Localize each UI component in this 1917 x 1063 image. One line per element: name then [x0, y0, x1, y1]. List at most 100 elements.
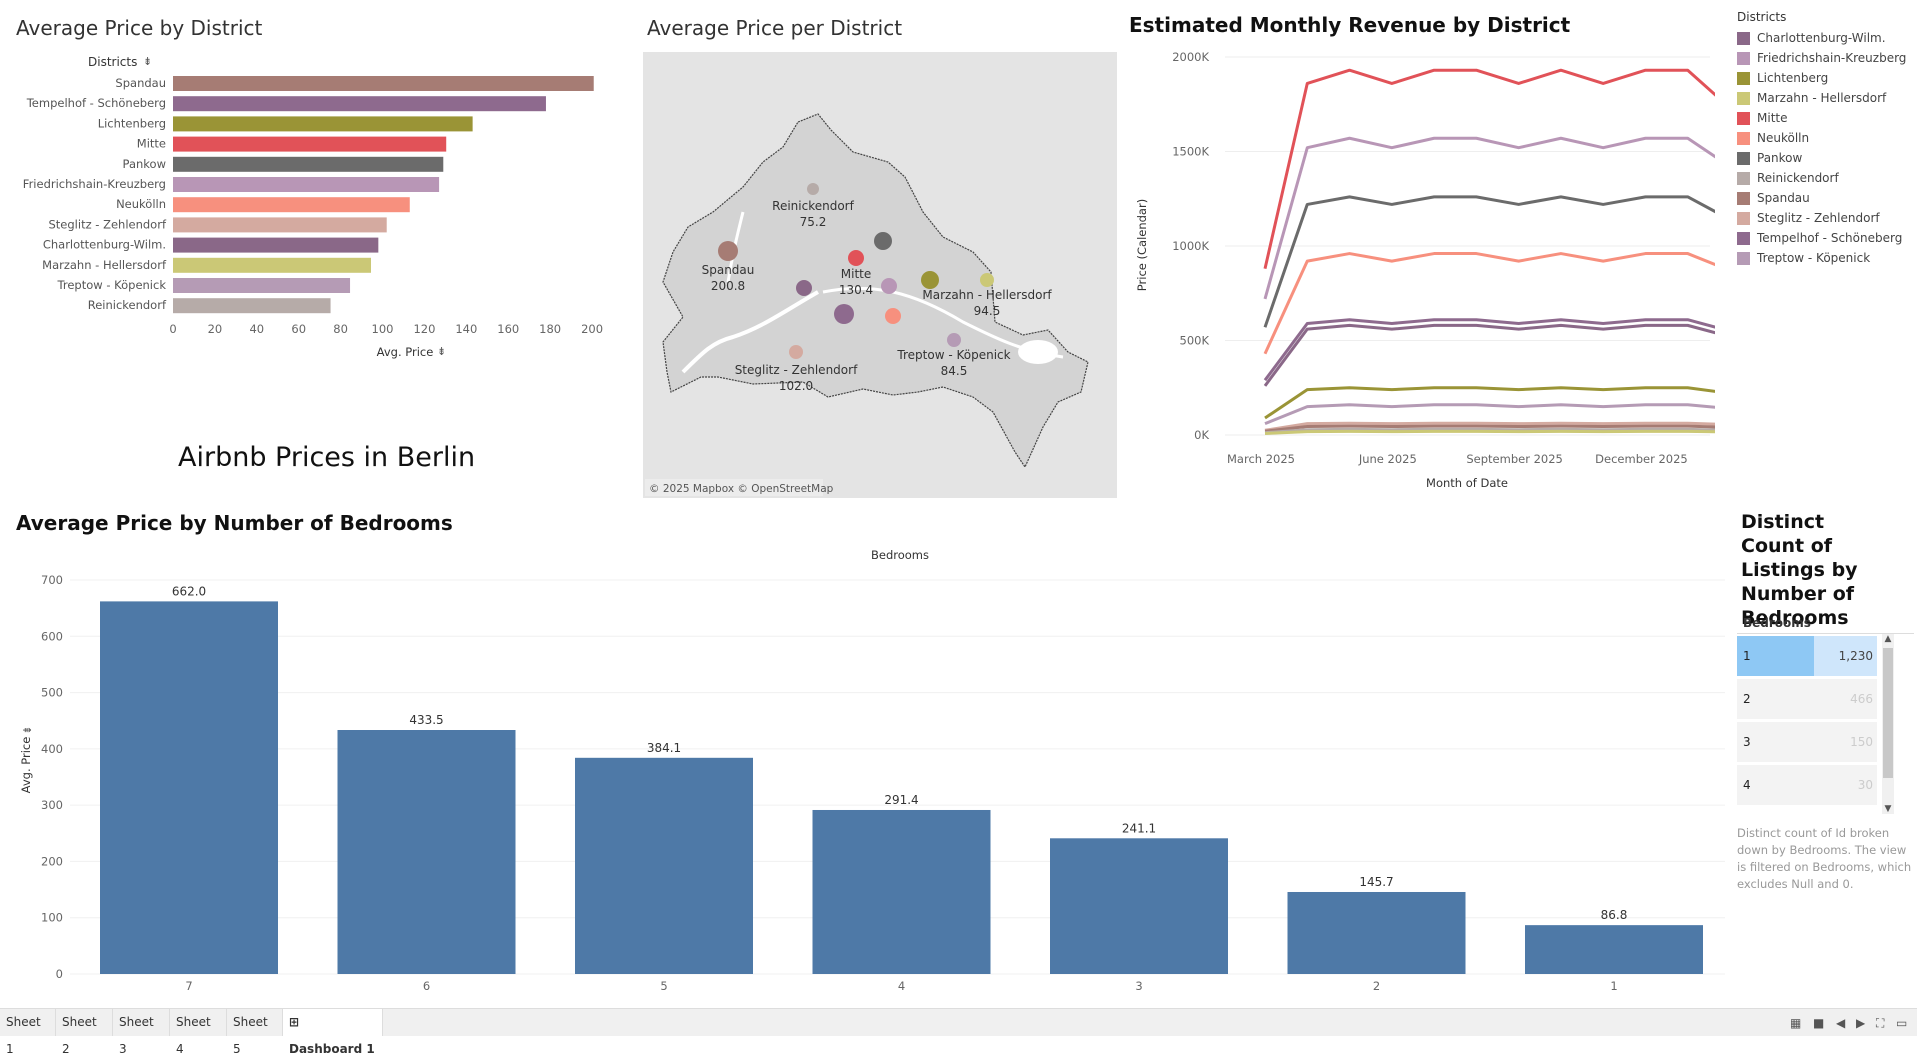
legend-label: Tempelhof - Schöneberg — [1757, 231, 1903, 245]
legend-item[interactable]: Tempelhof - Schöneberg — [1737, 228, 1915, 248]
legend-item[interactable]: Treptow - Köpenick — [1737, 248, 1915, 268]
district-marker[interactable] — [874, 232, 892, 250]
district-axis-header: Districts — [88, 55, 137, 69]
legend-label: Neukölln — [1757, 131, 1810, 145]
district-bar[interactable] — [173, 156, 444, 172]
district-marker[interactable] — [789, 345, 803, 359]
scroll-thumb[interactable] — [1883, 648, 1893, 778]
bedroom-bar[interactable] — [1050, 838, 1228, 974]
bedroom-bar[interactable] — [812, 809, 991, 974]
scroll-up-icon[interactable]: ▲ — [1884, 634, 1892, 644]
revenue-y-tick: 1000K — [1172, 239, 1209, 253]
district-label: Pankow — [123, 157, 166, 171]
legend-item[interactable]: Reinickendorf — [1737, 168, 1915, 188]
sheet-tab[interactable]: Sheet 3 — [113, 1009, 170, 1056]
bedroom-bar[interactable] — [575, 757, 753, 974]
legend-item[interactable]: Lichtenberg — [1737, 68, 1915, 88]
legend-item[interactable]: Charlottenburg-Wilm. — [1737, 28, 1915, 48]
scroll-down-icon[interactable]: ▼ — [1884, 804, 1892, 814]
sheet-tab[interactable]: Sheet 2 — [56, 1009, 113, 1056]
revenue-series-line[interactable] — [1263, 252, 1715, 355]
revenue-y-tick: 1500K — [1172, 145, 1209, 159]
district-bar[interactable] — [173, 237, 379, 253]
revenue-series-line[interactable] — [1264, 427, 1715, 435]
legend-item[interactable]: Mitte — [1737, 108, 1915, 128]
district-bar[interactable] — [173, 278, 351, 293]
legend-item[interactable]: Neukölln — [1737, 128, 1915, 148]
present-icon[interactable]: ▭ — [1896, 1016, 1908, 1030]
next-sheet-icon[interactable]: ▶ — [1856, 1016, 1866, 1030]
legend-item[interactable]: Spandau — [1737, 188, 1915, 208]
bedroom-bar[interactable] — [1287, 891, 1466, 974]
district-chart-title: Average Price by District — [16, 16, 263, 40]
district-marker[interactable] — [718, 241, 738, 261]
revenue-series-line[interactable] — [1263, 323, 1715, 387]
sheet-tab[interactable]: ⊞ Dashboard 1 — [283, 1009, 383, 1056]
district-marker[interactable] — [848, 250, 864, 266]
count-row-bar — [1737, 636, 1814, 676]
prev-sheet-icon[interactable]: ◀ — [1836, 1016, 1846, 1030]
district-marker[interactable] — [921, 271, 939, 289]
sheet-tab[interactable]: Sheet 4 — [170, 1009, 227, 1056]
district-marker[interactable] — [885, 308, 901, 324]
grid-view-icon[interactable]: ▦ — [1790, 1016, 1802, 1030]
count-table-row[interactable]: 1 1,230 — [1737, 636, 1877, 679]
district-bar[interactable] — [173, 257, 371, 273]
bedroom-bar[interactable] — [1525, 925, 1703, 974]
district-bar[interactable] — [173, 136, 447, 152]
district-map[interactable]: Reinickendorf 75.2 Spandau 200.8 Mitte 130.4 M… — [643, 52, 1117, 498]
district-bar[interactable] — [173, 298, 331, 314]
legend-item[interactable]: Steglitz - Zehlendorf — [1737, 208, 1915, 228]
legend-label: Steglitz - Zehlendorf — [1757, 211, 1880, 225]
district-bar[interactable] — [173, 217, 387, 233]
count-table-row[interactable]: 2 466 — [1737, 679, 1877, 722]
revenue-y-axis-label: Price (Calendar) — [1135, 199, 1149, 291]
district-bar[interactable] — [173, 116, 473, 132]
count-row-label: 1 — [1743, 649, 1751, 663]
district-bar[interactable] — [173, 96, 546, 112]
bedroom-bar-value: 145.7 — [1359, 875, 1393, 889]
legend-swatch — [1737, 71, 1750, 85]
sheet-tab[interactable]: Sheet 5 — [227, 1009, 283, 1056]
single-view-icon[interactable]: ■ — [1813, 1016, 1825, 1030]
revenue-series-line[interactable] — [1264, 421, 1715, 432]
revenue-series-line[interactable] — [1263, 136, 1715, 300]
district-x-tick: 40 — [249, 322, 264, 336]
revenue-series-line[interactable] — [1263, 318, 1715, 382]
sort-icon[interactable]: ⇟ — [143, 55, 152, 68]
district-marker[interactable] — [834, 304, 854, 324]
revenue-series-line[interactable] — [1264, 424, 1715, 433]
legend-item[interactable]: Marzahn - Hellersdorf — [1737, 88, 1915, 108]
legend-label: Lichtenberg — [1757, 71, 1829, 85]
sort-icon[interactable]: ⇟ — [437, 345, 446, 358]
sheet-tab-label: Sheet 1 — [6, 1015, 41, 1056]
legend-item[interactable]: Friedrichshain-Kreuzberg — [1737, 48, 1915, 68]
district-bar[interactable] — [173, 76, 594, 91]
district-marker[interactable] — [807, 183, 819, 195]
district-marker[interactable] — [980, 273, 994, 287]
map-attribution[interactable]: © 2025 Mapbox © OpenStreetMap — [649, 483, 834, 495]
district-marker[interactable] — [881, 278, 897, 294]
count-table-scrollbar[interactable]: ▲ ▼ — [1882, 634, 1894, 814]
legend-swatch — [1737, 51, 1750, 65]
count-table-row[interactable]: 3 150 — [1737, 722, 1877, 765]
fullscreen-icon[interactable]: ⛶ — [1876, 1016, 1885, 1030]
legend-item[interactable]: Pankow — [1737, 148, 1915, 168]
revenue-series-line[interactable] — [1263, 195, 1715, 328]
district-label: Spandau — [115, 76, 166, 90]
district-marker[interactable] — [947, 333, 961, 347]
district-marker[interactable] — [796, 280, 812, 296]
district-bar[interactable] — [173, 177, 440, 192]
revenue-series-line[interactable] — [1264, 403, 1715, 426]
revenue-series-line[interactable] — [1264, 429, 1715, 435]
district-x-tick: 160 — [497, 322, 519, 336]
bedroom-bar[interactable] — [337, 730, 516, 974]
count-table-row[interactable]: 4 30 — [1737, 765, 1877, 808]
bedroom-bar[interactable] — [100, 601, 278, 974]
sort-icon[interactable]: ⇟ — [21, 725, 34, 734]
revenue-series-line[interactable] — [1264, 386, 1715, 420]
district-bar[interactable] — [173, 197, 410, 213]
sheet-tab[interactable]: Sheet 1 — [0, 1009, 56, 1056]
revenue-series-line[interactable] — [1263, 68, 1715, 270]
district-legend: Districts Charlottenburg-Wilm. Friedrichs… — [1737, 10, 1915, 268]
